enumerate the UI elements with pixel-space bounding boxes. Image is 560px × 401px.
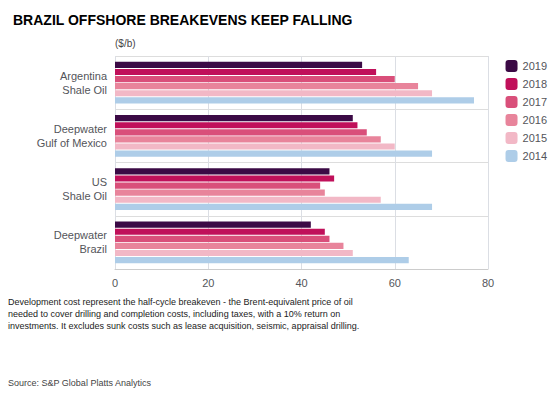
svg-text:Development cost represent the: Development cost represent the half-cycl…	[8, 297, 353, 307]
svg-text:2016: 2016	[523, 114, 547, 126]
svg-text:Shale Oil: Shale Oil	[62, 84, 107, 96]
svg-text:investments. It excludes sunk: investments. It excludes sunk costs such…	[8, 321, 359, 331]
svg-text:Deepwater: Deepwater	[54, 123, 108, 135]
svg-text:2015: 2015	[523, 132, 547, 144]
svg-text:2017: 2017	[523, 96, 547, 108]
svg-text:40: 40	[295, 277, 307, 289]
svg-text:80: 80	[482, 277, 494, 289]
svg-text:US: US	[92, 176, 107, 188]
svg-text:2014: 2014	[523, 150, 547, 162]
svg-text:BRAZIL OFFSHORE BREAKEVENS KEE: BRAZIL OFFSHORE BREAKEVENS KEEP FALLING	[13, 12, 353, 28]
svg-text:Brazil: Brazil	[79, 243, 107, 255]
svg-text:2019: 2019	[523, 60, 547, 72]
svg-text:20: 20	[202, 277, 214, 289]
svg-text:Gulf of Mexico: Gulf of Mexico	[37, 137, 107, 149]
svg-text:60: 60	[389, 277, 401, 289]
svg-text:Shale Oil: Shale Oil	[62, 190, 107, 202]
svg-text:Source: S&P Global Platts Anal: Source: S&P Global Platts Analytics	[8, 378, 151, 388]
svg-text:0: 0	[112, 277, 118, 289]
svg-text:2018: 2018	[523, 78, 547, 90]
svg-text:($/b): ($/b)	[115, 38, 136, 49]
svg-text:Deepwater: Deepwater	[54, 229, 108, 241]
svg-text:needed to cover drilling and c: needed to cover drilling and completion …	[8, 309, 340, 319]
svg-text:Argentina: Argentina	[60, 70, 108, 82]
